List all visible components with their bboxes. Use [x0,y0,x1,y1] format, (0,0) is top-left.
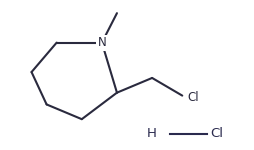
Text: Cl: Cl [187,91,199,104]
Text: N: N [98,36,106,49]
Text: H: H [147,127,157,140]
Text: Cl: Cl [210,127,223,140]
